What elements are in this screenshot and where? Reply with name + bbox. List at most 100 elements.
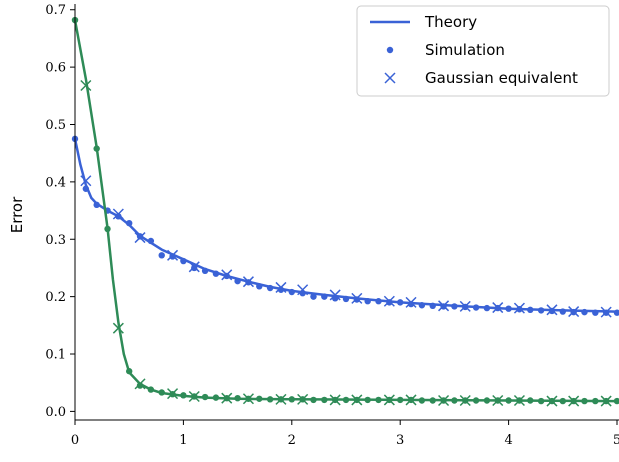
simulation-point-blue [223, 272, 230, 280]
gaussian-equivalent-point-green [242, 393, 254, 405]
gaussian-equivalent-point-blue [351, 292, 363, 304]
gaussian-equivalent-point-green [188, 390, 200, 403]
gaussian-equivalent-point-blue [221, 269, 233, 281]
legend-simulation-dot [386, 46, 394, 54]
simulation-point-green [288, 396, 295, 403]
gaussian-equivalent-point-green [568, 395, 580, 407]
simulation-point-blue [592, 309, 599, 316]
x-tick-label: 1 [179, 433, 187, 448]
legend-gaussian-cross [384, 72, 396, 84]
simulation-point-green [310, 396, 317, 404]
legend-theory-label: Theory [424, 13, 477, 31]
simulation-point-green [104, 225, 111, 233]
simulation-point-blue [353, 296, 361, 303]
simulation-point-green [180, 392, 187, 399]
gaussian-equivalent-point-blue [134, 232, 146, 244]
simulation-point-blue [613, 309, 619, 316]
gaussian-equivalent-point-green [134, 378, 146, 390]
simulation-point-green [429, 397, 436, 404]
gaussian-equivalent-point-blue [513, 302, 525, 314]
simulation-point-green [592, 397, 599, 405]
simulation-point-green [483, 397, 491, 404]
simulation-point-green [375, 396, 382, 404]
gaussian-equivalent-point-blue [383, 295, 395, 307]
simulation-point-blue [256, 283, 263, 290]
gaussian-equivalent-point-blue [459, 300, 471, 312]
gaussian-equivalent-point-green [383, 394, 395, 406]
simulation-point-green [93, 145, 100, 152]
simulation-point-blue [505, 305, 512, 312]
simulation-point-green [136, 382, 144, 389]
simulation-point-green [418, 397, 426, 404]
gaussian-equivalent-point-green [221, 392, 233, 404]
simulation-point-blue [483, 304, 491, 312]
simulation-point-green [158, 389, 165, 396]
simulation-point-blue [375, 298, 382, 305]
gaussian-equivalent-point-blue [600, 306, 612, 318]
y-tick-label: 0.5 [45, 118, 66, 133]
simulation-point-blue [310, 293, 317, 300]
legend-simulation-label: Simulation [425, 41, 505, 59]
gaussian-equivalent-point-green [513, 394, 525, 407]
gaussian-equivalent-point-green [405, 394, 417, 406]
x-tick-label: 2 [288, 433, 296, 448]
x-tick-label: 0 [71, 433, 79, 448]
simulation-point-blue [136, 233, 144, 240]
legend-frame [356, 5, 610, 97]
simulation-point-blue [407, 300, 415, 308]
gaussian-equivalent-point-green [167, 388, 179, 400]
gaussian-equivalent-point-blue [438, 300, 450, 312]
gaussian-equivalent-point-blue [297, 284, 309, 296]
gaussian-equivalent-point-blue [405, 296, 417, 308]
simulation-point-green [201, 393, 209, 401]
simulation-point-green [364, 396, 371, 404]
gaussian-equivalent-point-blue [80, 175, 92, 187]
theory-line-blue [73, 138, 618, 313]
simulation-point-blue [212, 270, 220, 277]
simulation-point-green [147, 386, 155, 393]
simulation-point-blue [288, 288, 295, 296]
gaussian-equivalent-point-green [275, 393, 287, 405]
simulation-point-green [613, 397, 619, 405]
legend-gaussian-label: Gaussian equivalent [425, 69, 578, 87]
gaussian-equivalent-point-blue [546, 304, 558, 316]
legend: Theory Simulation Gaussian equivalent [356, 5, 610, 97]
simulation-point-blue [266, 284, 274, 292]
simulation-point-green [256, 395, 263, 402]
simulation-point-blue [82, 185, 90, 192]
simulation-point-blue [516, 306, 523, 313]
gaussian-equivalent-point-blue [492, 302, 504, 314]
y-tick-label: 0.1 [45, 348, 66, 363]
simulation-point-blue [126, 219, 133, 227]
gaussian-equivalent-point-green [546, 395, 558, 407]
simulation-point-green [505, 397, 512, 404]
simulation-point-blue [158, 252, 165, 259]
gaussian-equivalent-point-green [459, 394, 471, 407]
gaussian-equivalent-point-green [80, 79, 92, 92]
simulation-point-blue [397, 299, 404, 306]
simulation-point-blue [559, 308, 566, 315]
simulation-point-green [342, 396, 350, 404]
simulation-point-blue [472, 304, 480, 311]
gaussian-equivalent-point-green [112, 322, 124, 334]
simulation-point-green [472, 397, 480, 404]
gaussian-equivalent-point-blue [242, 276, 254, 288]
gaussian-equivalent-point-blue [112, 208, 124, 220]
simulation-point-blue [429, 302, 436, 310]
gaussian-equivalent-point-blue [167, 249, 179, 261]
gaussian-equivalent-point-green [297, 393, 309, 405]
gaussian-equivalent-point-blue [329, 289, 341, 301]
series-layer [71, 16, 619, 407]
x-tick-label: 4 [504, 433, 512, 448]
simulation-point-blue [581, 308, 588, 316]
simulation-point-blue [180, 257, 187, 265]
simulation-point-blue [191, 264, 198, 272]
y-tick-label: 0.6 [45, 61, 66, 76]
simulation-point-blue [169, 253, 176, 260]
gaussian-equivalent-point-blue [275, 281, 287, 293]
simulation-point-blue [418, 302, 426, 309]
simulation-point-green [559, 397, 566, 405]
x-tick-label: 5 [613, 433, 619, 448]
simulation-point-green [234, 394, 241, 402]
